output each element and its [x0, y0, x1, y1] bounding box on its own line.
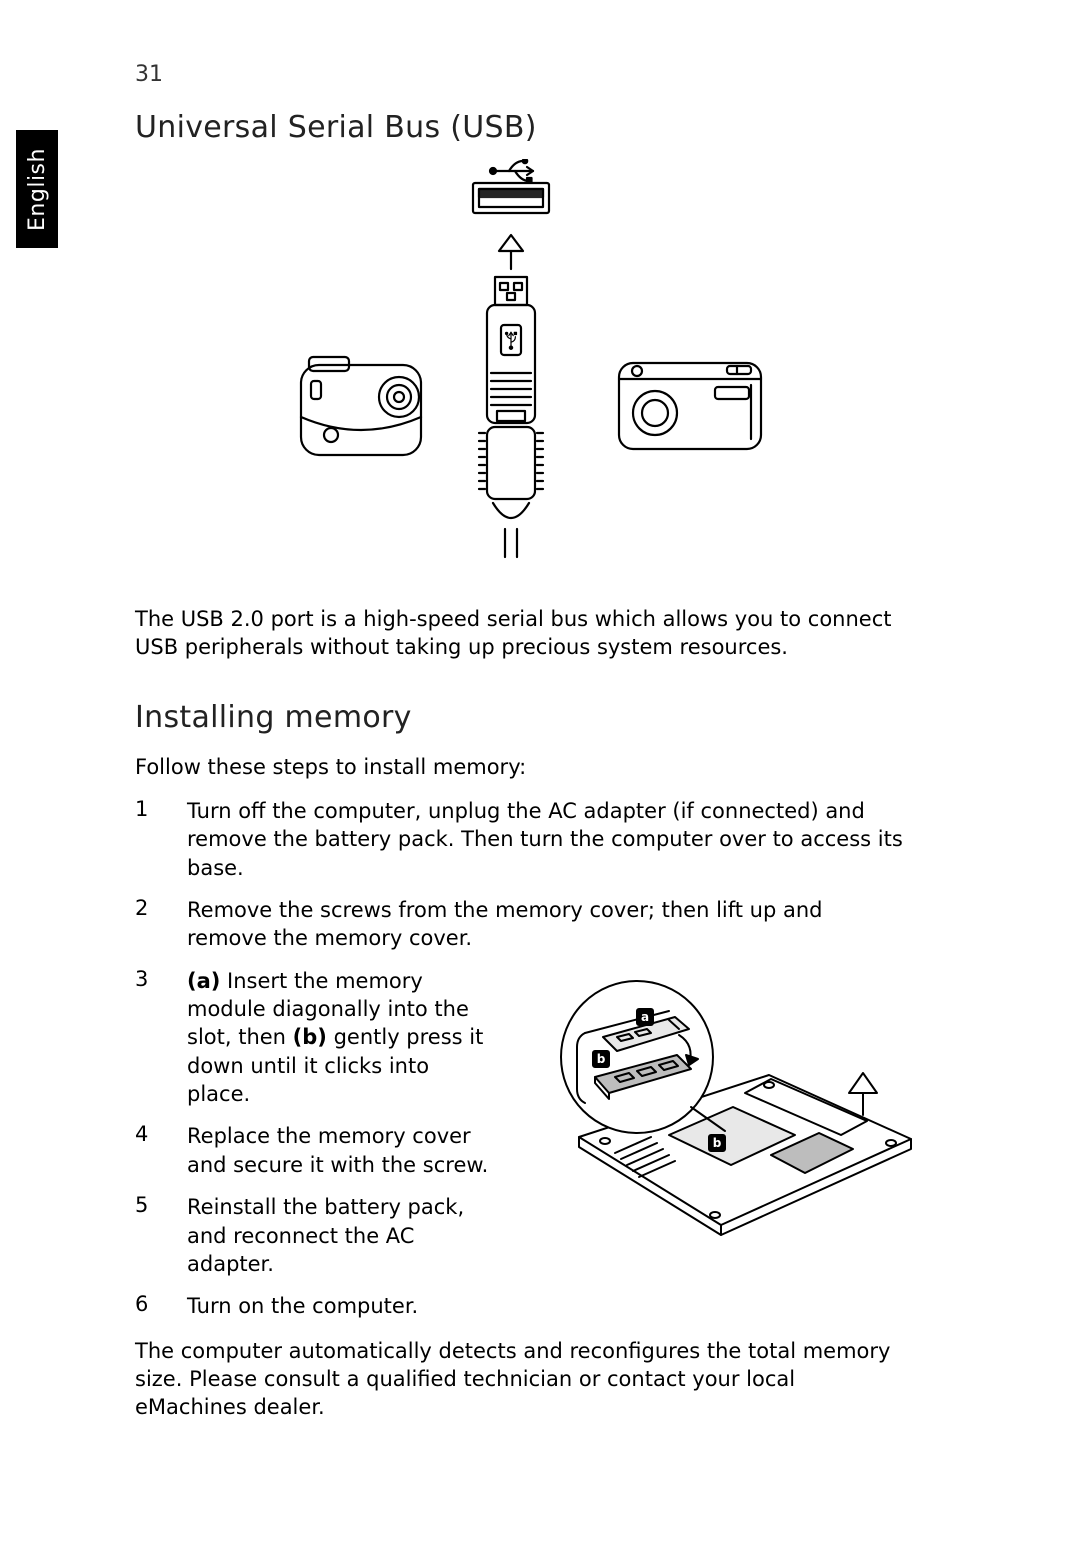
- steps-with-figure: 3 (a) Insert the memory module diagonall…: [135, 967, 907, 1321]
- callout-b2-label: b: [713, 1136, 722, 1150]
- step-5: 5 Reinstall the battery pack, and reconn…: [135, 1193, 495, 1278]
- page-number: 31: [135, 62, 163, 87]
- section-usb-title: Universal Serial Bus (USB): [135, 110, 907, 145]
- section-memory-title: Installing memory: [135, 700, 907, 735]
- callout-a-label: a: [641, 1010, 649, 1024]
- callout-b-label: b: [597, 1052, 606, 1066]
- section-usb-paragraph: The USB 2.0 port is a high-speed serial …: [135, 605, 907, 662]
- language-tab: English: [16, 130, 58, 248]
- section-memory-closing: The computer automatically detects and r…: [135, 1337, 907, 1422]
- language-tab-label: English: [25, 148, 50, 231]
- page-content: Universal Serial Bus (USB): [135, 110, 907, 1422]
- step-6-number: 6: [135, 1292, 187, 1320]
- section-memory-intro: Follow these steps to install memory:: [135, 753, 907, 781]
- step-3: 3 (a) Insert the memory module diagonall…: [135, 967, 495, 1109]
- memory-svg: a b b: [519, 967, 919, 1247]
- figure-memory-install: a b b: [519, 967, 919, 1251]
- step-3-number: 3: [135, 967, 187, 1109]
- step-2-number: 2: [135, 896, 187, 953]
- step-4: 4 Replace the memory cover and secure it…: [135, 1122, 495, 1179]
- step-3-text: (a) Insert the memory module diagonally …: [187, 967, 495, 1109]
- usb-svg: [201, 159, 841, 579]
- steps-left-column: 3 (a) Insert the memory module diagonall…: [135, 967, 495, 1321]
- step-1-text: Turn off the computer, unplug the AC ada…: [187, 797, 907, 882]
- step-5-number: 5: [135, 1193, 187, 1278]
- manual-page: English 31 Universal Serial Bus (USB): [0, 0, 1080, 1549]
- step-2-text: Remove the screws from the memory cover;…: [187, 896, 907, 953]
- step-2: 2 Remove the screws from the memory cove…: [135, 896, 907, 953]
- step-1-number: 1: [135, 797, 187, 882]
- step-1: 1 Turn off the computer, unplug the AC a…: [135, 797, 907, 882]
- step-6: 6 Turn on the computer.: [135, 1292, 495, 1320]
- steps-list: 1 Turn off the computer, unplug the AC a…: [135, 797, 907, 1321]
- step-6-text: Turn on the computer.: [187, 1292, 495, 1320]
- step-4-number: 4: [135, 1122, 187, 1179]
- step-4-text: Replace the memory cover and secure it w…: [187, 1122, 495, 1179]
- step-5-text: Reinstall the battery pack, and reconnec…: [187, 1193, 495, 1278]
- figure-usb-diagram: [135, 159, 907, 583]
